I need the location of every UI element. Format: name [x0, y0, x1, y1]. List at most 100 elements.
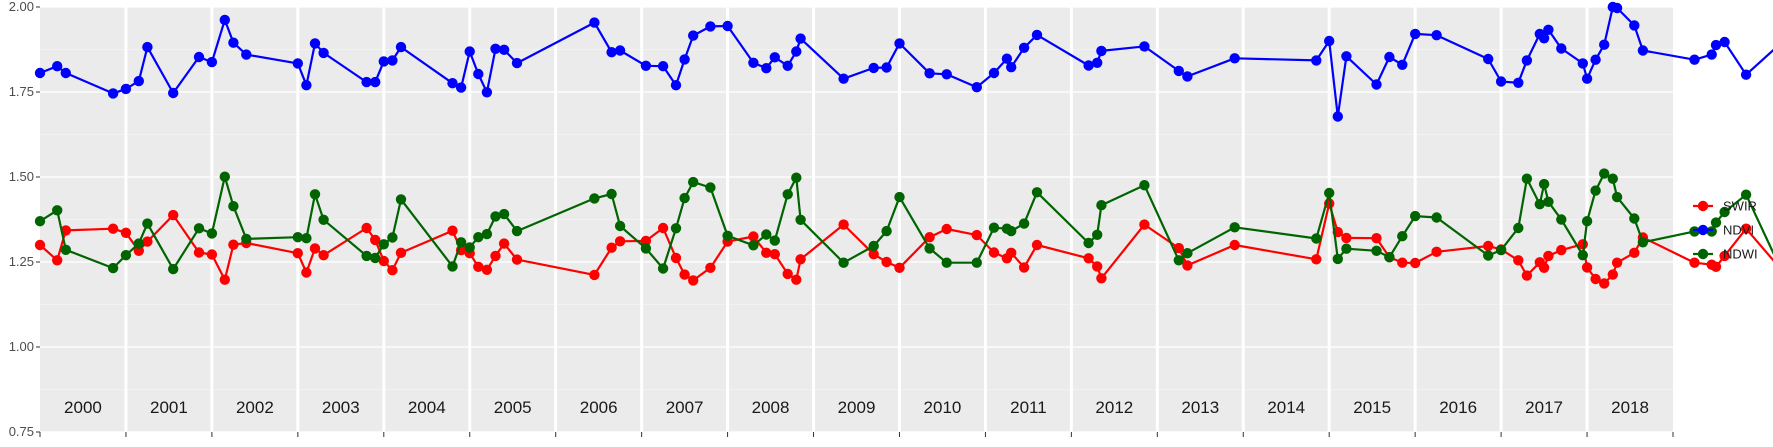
- data-point-ndwi: [52, 205, 63, 216]
- data-point-ndwi: [640, 243, 652, 254]
- data-point-ndwi: [971, 257, 982, 268]
- data-point-ndvi: [1018, 42, 1030, 53]
- data-point-swir: [795, 254, 806, 265]
- data-point-ndwi: [1139, 180, 1150, 191]
- data-point-ndvi: [473, 68, 484, 80]
- data-point-swir: [490, 250, 501, 262]
- data-point-swir: [1092, 261, 1103, 272]
- data-point-ndvi: [498, 44, 510, 55]
- y-tick-label: 1.25: [9, 254, 34, 269]
- data-point-ndvi: [606, 47, 617, 58]
- y-tick-label: 2.00: [9, 0, 34, 14]
- data-point-ndwi: [447, 261, 458, 272]
- data-point-swir: [1397, 257, 1408, 268]
- y-tick-label: 0.75: [9, 424, 34, 439]
- data-point-ndwi: [1577, 250, 1589, 261]
- data-point-ndvi: [60, 67, 71, 79]
- year-label: 2006: [580, 398, 618, 417]
- data-point-ndwi: [378, 239, 389, 250]
- year-label: 2018: [1611, 398, 1649, 417]
- data-point-ndwi: [1719, 206, 1730, 218]
- year-label: 2010: [924, 398, 962, 417]
- data-point-swir: [52, 255, 63, 266]
- data-point-ndwi: [924, 243, 935, 254]
- data-point-ndvi: [142, 41, 153, 53]
- data-point-ndvi: [941, 69, 952, 80]
- data-point-ndvi: [1006, 61, 1017, 73]
- data-point-ndwi: [1384, 252, 1395, 263]
- data-point-ndvi: [1229, 53, 1240, 64]
- data-point-ndvi: [1001, 53, 1013, 64]
- data-point-ndwi: [168, 263, 179, 275]
- y-axis: 0.75 1.00 1.25 1.50 1.75 2.00: [9, 0, 40, 439]
- data-point-swir: [1311, 254, 1322, 265]
- data-point-ndvi: [1324, 35, 1335, 47]
- data-point-swir: [1543, 250, 1554, 262]
- data-point-ndwi: [1092, 229, 1103, 240]
- data-point-swir: [1719, 250, 1730, 262]
- year-label: 2000: [64, 398, 102, 417]
- data-point-swir: [193, 247, 205, 258]
- series-ndvi: [34, 1, 1773, 122]
- data-point-ndvi: [1538, 33, 1550, 44]
- data-point-ndwi: [705, 182, 716, 193]
- data-point-ndwi: [1543, 196, 1554, 207]
- data-point-ndwi: [193, 223, 205, 234]
- data-point-swir: [1599, 278, 1610, 289]
- data-point-ndvi: [447, 78, 458, 89]
- year-label: 2015: [1353, 398, 1391, 417]
- data-point-ndvi: [894, 38, 905, 49]
- data-point-ndvi: [370, 76, 381, 88]
- data-point-ndvi: [1311, 55, 1322, 66]
- year-label: 2014: [1267, 398, 1305, 417]
- year-label: 2005: [494, 398, 532, 417]
- data-point-ndvi: [782, 60, 793, 71]
- year-labels: 2000 2001 2002 2003 2004 2005 2006 2007 2008 2009…: [64, 398, 1649, 417]
- legend-label: SWIR: [1723, 199, 1757, 214]
- data-point-swir: [705, 262, 716, 273]
- data-point-swir: [120, 227, 132, 238]
- year-label: 2002: [236, 398, 274, 417]
- data-point-ndwi: [1173, 255, 1185, 266]
- data-point-swir: [498, 238, 510, 249]
- data-point-swir: [640, 235, 652, 247]
- data-point-swir: [971, 229, 982, 241]
- data-point-swir: [679, 269, 690, 280]
- data-point-ndvi: [1590, 54, 1601, 65]
- legend-label: NDWI: [1723, 247, 1758, 262]
- data-point-swir: [206, 249, 218, 260]
- legend-item-ndwi: NDWI: [1693, 247, 1758, 262]
- data-point-swir: [1689, 257, 1700, 268]
- data-point-ndwi: [761, 229, 772, 240]
- data-point-swir: [606, 242, 617, 253]
- data-point-ndvi: [868, 62, 879, 74]
- data-point-ndwi: [1083, 237, 1094, 249]
- data-point-swir: [1096, 273, 1107, 284]
- data-point-swir: [988, 247, 1000, 258]
- data-point-swir: [107, 223, 119, 234]
- data-point-swir: [473, 261, 484, 272]
- data-point-ndvi: [1637, 45, 1649, 56]
- data-point-ndvi: [1513, 77, 1524, 89]
- data-point-ndwi: [782, 189, 793, 200]
- data-point-ndwi: [1483, 250, 1494, 261]
- data-point-swir: [1229, 239, 1240, 251]
- data-point-swir: [447, 225, 458, 236]
- data-point-ndwi: [228, 201, 239, 212]
- data-point-ndwi: [679, 192, 690, 204]
- data-point-ndvi: [1341, 51, 1352, 62]
- legend-item-ndvi: NDVI: [1693, 223, 1754, 238]
- data-point-ndwi: [748, 240, 759, 251]
- data-point-ndwi: [309, 189, 321, 200]
- data-point-ndvi: [795, 33, 806, 44]
- data-point-swir: [219, 274, 230, 285]
- data-point-ndwi: [1182, 248, 1193, 259]
- data-point-ndvi: [679, 54, 690, 65]
- data-point-ndvi: [120, 83, 132, 95]
- data-point-ndwi: [387, 232, 398, 243]
- data-point-swir: [614, 236, 626, 247]
- data-point-ndvi: [1092, 57, 1103, 68]
- data-point-swir: [1182, 260, 1193, 271]
- data-point-ndvi: [657, 60, 669, 72]
- data-point-ndvi: [1611, 2, 1623, 14]
